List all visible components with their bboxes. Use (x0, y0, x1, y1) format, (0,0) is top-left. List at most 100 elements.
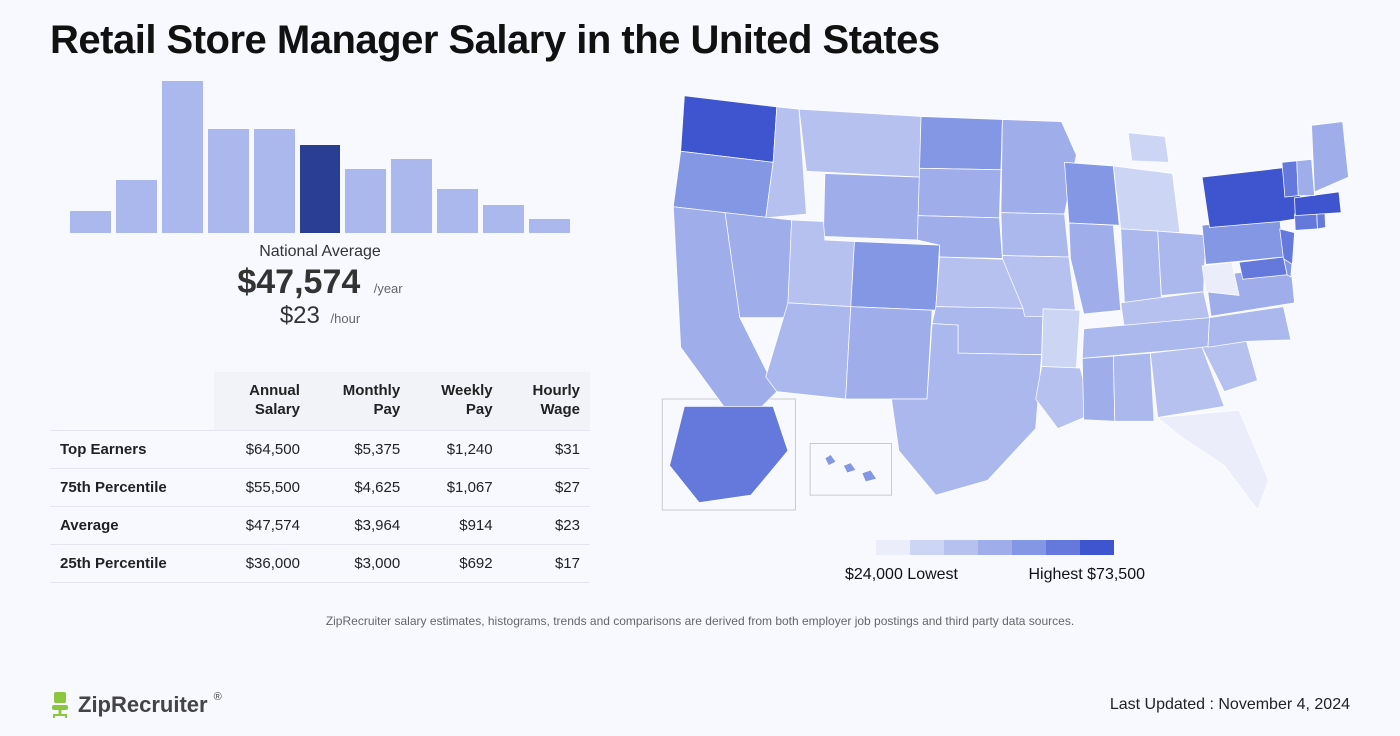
legend-scale (876, 540, 1114, 555)
state-ak[interactable] (670, 406, 788, 502)
map-legend: $24,000 Lowest Highest $73,500 (640, 540, 1350, 584)
table-cell: $914 (410, 506, 502, 544)
table-row: Top Earners$64,500$5,375$1,240$31 (50, 430, 590, 468)
legend-low-value: $24,000 (845, 566, 903, 583)
table-cell: 25th Percentile (50, 544, 214, 582)
legend-swatch (978, 540, 1012, 555)
table-header: MonthlyPay (310, 372, 410, 430)
table-cell: $31 (503, 430, 590, 468)
histogram-bar (254, 129, 295, 233)
brand-text: ZipRecruiter (78, 692, 208, 718)
state-hi[interactable] (825, 454, 877, 481)
table-cell: 75th Percentile (50, 468, 214, 506)
table-cell: $23 (503, 506, 590, 544)
state-il[interactable] (1069, 223, 1121, 314)
state-wa[interactable] (681, 96, 777, 163)
table-row: 75th Percentile$55,500$4,625$1,067$27 (50, 468, 590, 506)
state-nm[interactable] (846, 307, 933, 399)
avg-per-year: $47,574 /year (50, 263, 590, 302)
histogram-bar (483, 205, 524, 233)
legend-low: $24,000 Lowest (845, 566, 958, 584)
state-wy[interactable] (823, 173, 919, 240)
page-title: Retail Store Manager Salary in the Unite… (50, 18, 1350, 63)
last-updated: Last Updated : November 4, 2024 (1110, 696, 1350, 714)
legend-swatch (1012, 540, 1046, 555)
legend-low-label: Lowest (907, 566, 958, 583)
state-mi[interactable] (1113, 133, 1180, 233)
left-column: National Average $47,574 /year $23 /hour… (50, 81, 590, 584)
state-wi[interactable] (1065, 162, 1120, 225)
avg-year-value: $47,574 (237, 263, 360, 301)
table-header: HourlyWage (503, 372, 590, 430)
table-header: WeeklyPay (410, 372, 502, 430)
table-cell: $4,625 (310, 468, 410, 506)
state-sd[interactable] (918, 168, 1001, 218)
table-header (50, 372, 214, 430)
map-svg (640, 81, 1350, 525)
state-in[interactable] (1121, 229, 1162, 303)
histogram-bar (208, 129, 249, 233)
state-co[interactable] (851, 241, 940, 310)
brand-logo: ZipRecruiter ® (50, 692, 222, 718)
table-cell: $3,000 (310, 544, 410, 582)
histogram-bar (391, 159, 432, 233)
state-ms[interactable] (1082, 356, 1115, 421)
state-mt[interactable] (799, 109, 921, 177)
table-cell: Top Earners (50, 430, 214, 468)
table-cell: Average (50, 506, 214, 544)
updated-label: Last Updated : (1110, 696, 1214, 713)
chair-icon (50, 692, 72, 718)
table-cell: $36,000 (214, 544, 310, 582)
salary-histogram (50, 81, 590, 233)
state-nh[interactable] (1297, 159, 1315, 195)
state-oh[interactable] (1158, 231, 1206, 295)
state-fl[interactable] (1158, 410, 1269, 510)
state-ar[interactable] (1042, 309, 1080, 368)
legend-swatch (1080, 540, 1114, 555)
histogram-bar (162, 81, 203, 233)
avg-label: National Average (50, 243, 590, 261)
state-or[interactable] (673, 151, 773, 218)
right-column: $24,000 Lowest Highest $73,500 (640, 81, 1350, 584)
table-cell: $55,500 (214, 468, 310, 506)
histogram-bar (345, 169, 386, 233)
state-vt[interactable] (1282, 161, 1298, 197)
state-me[interactable] (1312, 122, 1349, 192)
state-wv[interactable] (1202, 262, 1239, 295)
footnote: ZipRecruiter salary estimates, histogram… (50, 614, 1350, 628)
national-average-block: National Average $47,574 /year $23 /hour (50, 243, 590, 330)
histogram-bar (70, 211, 111, 233)
table-cell: $5,375 (310, 430, 410, 468)
histogram-bar (300, 145, 341, 233)
us-map (640, 81, 1350, 530)
histogram-bar (437, 189, 478, 233)
avg-hour-value: $23 (280, 302, 320, 329)
table-row: 25th Percentile$36,000$3,000$692$17 (50, 544, 590, 582)
table-cell: $692 (410, 544, 502, 582)
legend-high-label: Highest (1028, 566, 1082, 583)
table-cell: $64,500 (214, 430, 310, 468)
table-cell: $3,964 (310, 506, 410, 544)
legend-swatch (910, 540, 944, 555)
legend-swatch (876, 540, 910, 555)
table-cell: $1,240 (410, 430, 502, 468)
state-al[interactable] (1113, 353, 1154, 421)
avg-per-hour: $23 /hour (50, 302, 590, 330)
legend-high-value: $73,500 (1087, 566, 1145, 583)
legend-high: Highest $73,500 (1028, 566, 1145, 584)
avg-year-suffix: /year (374, 281, 403, 296)
reg-mark: ® (214, 691, 222, 703)
legend-swatch (944, 540, 978, 555)
legend-labels: $24,000 Lowest Highest $73,500 (845, 566, 1145, 584)
state-ia[interactable] (1001, 213, 1069, 257)
table-cell: $47,574 (214, 506, 310, 544)
histogram-bar (116, 180, 157, 233)
state-nd[interactable] (920, 117, 1003, 170)
salary-table: AnnualSalaryMonthlyPayWeeklyPayHourlyWag… (50, 372, 590, 583)
histogram-bar (529, 219, 570, 233)
avg-hour-suffix: /hour (331, 311, 361, 326)
footer: ZipRecruiter ® Last Updated : November 4,… (50, 692, 1350, 718)
table-cell: $1,067 (410, 468, 502, 506)
legend-swatch (1046, 540, 1080, 555)
updated-value: November 4, 2024 (1218, 696, 1350, 713)
